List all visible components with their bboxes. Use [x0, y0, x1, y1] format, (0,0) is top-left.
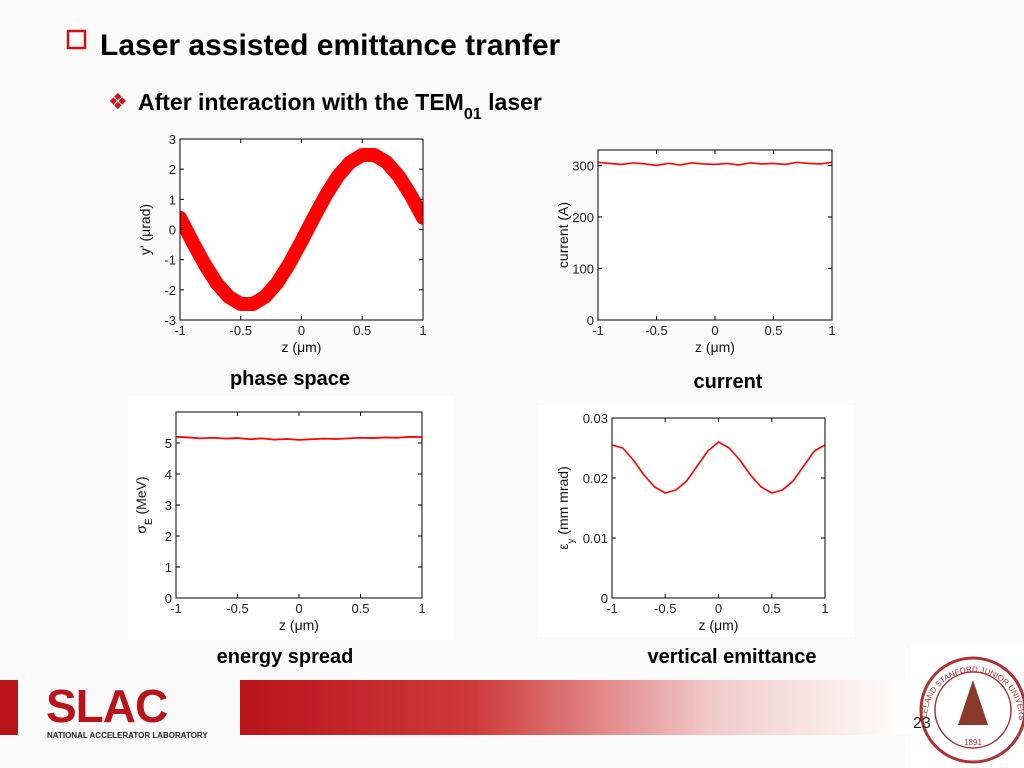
y-axis-label: εy (mm mrad)	[555, 466, 577, 549]
logo: SLAC	[46, 680, 167, 732]
y-tick-label: 300	[572, 158, 594, 173]
label-part: ε	[555, 543, 571, 549]
y-axis-label: y' (μrad)	[137, 204, 153, 255]
label-part: 01	[464, 105, 482, 123]
page-number: 23	[913, 715, 931, 732]
label-part: After interaction with the TEM	[138, 89, 464, 115]
x-tick-label: 0	[295, 601, 302, 616]
y-axis-label: σE (MeV)	[133, 476, 155, 533]
y-tick-label: -2	[164, 283, 176, 298]
seal-year: 1891	[964, 738, 982, 747]
x-axis-label: z (μm)	[695, 339, 735, 355]
x-tick-label: -0.5	[654, 601, 676, 616]
x-tick-label: -1	[170, 601, 182, 616]
chart-caption: vertical emittance	[648, 646, 817, 668]
y-tick-label: 0.03	[583, 411, 608, 426]
x-tick-label: 1	[828, 323, 835, 338]
data-line	[176, 435, 422, 441]
data-line	[598, 161, 832, 167]
y-tick-label: 1	[169, 192, 176, 207]
y-tick-label: 4	[165, 467, 172, 482]
chart-caption: current	[694, 371, 763, 393]
label-part: current (A)	[555, 202, 571, 268]
x-tick-label: 0	[298, 323, 305, 338]
y-tick-label: 0.01	[583, 531, 608, 546]
y-tick-label: 0	[601, 591, 608, 606]
label-part: y	[566, 538, 577, 543]
y-tick-label: -1	[164, 253, 176, 268]
slide-subtitle: After interaction with the TEM01 laser	[138, 89, 542, 123]
label-part: y' (μrad)	[137, 204, 153, 255]
x-tick-label: -0.5	[226, 601, 248, 616]
y-axis-label: current (A)	[555, 202, 571, 268]
y-tick-label: 5	[165, 436, 172, 451]
x-tick-label: -0.5	[645, 323, 667, 338]
y-tick-label: 2	[169, 162, 176, 177]
x-axis-label: z (μm)	[279, 617, 319, 633]
y-tick-label: 2	[165, 529, 172, 544]
y-tick-label: 1	[165, 560, 172, 575]
x-tick-label: 1	[821, 601, 828, 616]
label-part: laser	[482, 89, 542, 115]
data-line	[180, 147, 423, 312]
x-tick-label: 0.5	[764, 323, 782, 338]
title-bullet	[66, 29, 87, 50]
y-tick-label: 3	[169, 132, 176, 147]
y-tick-label: 3	[165, 498, 172, 513]
seal-tree	[958, 680, 988, 725]
y-tick-label: 200	[572, 210, 594, 225]
y-tick-label: 0.02	[583, 471, 608, 486]
label-part: (MeV)	[133, 476, 149, 518]
x-axis-label: z (μm)	[282, 339, 322, 355]
plot-area	[612, 418, 825, 598]
footer-band	[0, 680, 18, 735]
x-tick-label: -1	[606, 601, 618, 616]
x-tick-label: -0.5	[230, 323, 252, 338]
x-tick-label: 1	[418, 601, 425, 616]
x-tick-label: 0.5	[351, 601, 369, 616]
x-tick-label: -1	[174, 323, 186, 338]
x-tick-label: 1	[419, 323, 426, 338]
label-part: σ	[133, 525, 149, 534]
x-tick-label: 0.5	[353, 323, 371, 338]
footer-band	[240, 680, 910, 735]
x-axis-label: z (μm)	[699, 617, 739, 633]
subtitle-bullet: ❖	[108, 89, 128, 114]
seal	[934, 671, 1012, 749]
data-line	[612, 441, 825, 494]
y-tick-label: 0	[169, 223, 176, 238]
plot-area	[176, 412, 422, 598]
x-tick-label: 0.5	[763, 601, 781, 616]
label-part: (mm mrad)	[555, 466, 571, 538]
x-tick-label: 0	[715, 601, 722, 616]
slide-title: Laser assisted emittance tranfer	[100, 29, 561, 62]
y-tick-label: -3	[164, 313, 176, 328]
y-tick-label: 100	[572, 261, 594, 276]
x-tick-label: 0	[711, 323, 718, 338]
plot-area	[598, 150, 832, 320]
label-part: E	[144, 518, 155, 525]
chart-caption: phase space	[230, 368, 350, 390]
y-tick-label: 0	[587, 313, 594, 328]
logo-caption: NATIONAL ACCELERATOR LABORATORY	[47, 731, 208, 740]
x-tick-label: -1	[592, 323, 604, 338]
y-tick-label: 0	[165, 591, 172, 606]
chart-caption: energy spread	[217, 646, 354, 668]
